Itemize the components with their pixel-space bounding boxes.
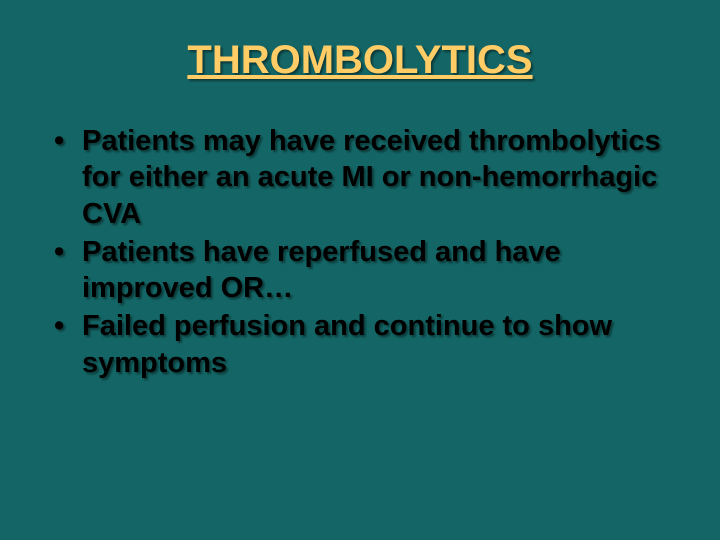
list-item: Patients may have received thrombolytics…: [54, 123, 678, 232]
list-item: Failed perfusion and continue to show sy…: [54, 308, 678, 381]
list-item: Patients have reperfused and have improv…: [54, 234, 678, 307]
bullet-list: Patients may have received thrombolytics…: [42, 123, 678, 381]
slide-title: THROMBOLYTICS: [42, 38, 678, 83]
